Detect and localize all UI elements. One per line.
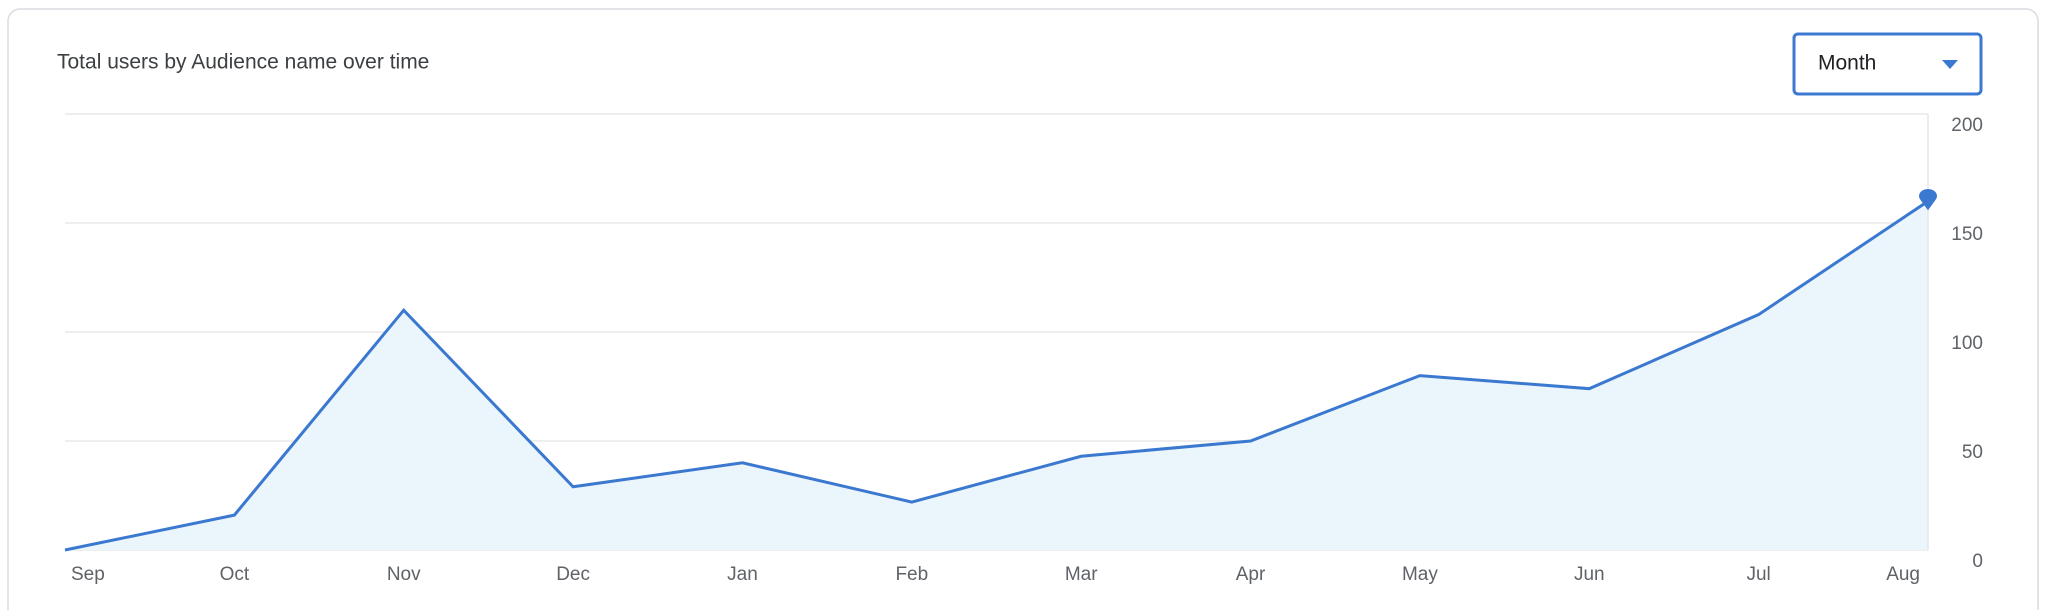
x-tick-label: Aug: [1886, 564, 1920, 585]
x-tick-label: Feb: [895, 564, 928, 585]
x-tick-label: Mar: [1065, 564, 1098, 585]
x-tick-label: Dec: [556, 564, 590, 585]
x-tick-label: Jul: [1746, 564, 1770, 585]
period-dropdown[interactable]: Month: [1792, 32, 1983, 96]
x-tick-label: Jun: [1574, 564, 1605, 585]
chart-title: Total users by Audience name over time: [57, 51, 429, 74]
x-tick-label: May: [1402, 564, 1438, 585]
dropdown-box[interactable]: [1792, 32, 1983, 96]
x-tick-label: Sep: [71, 564, 105, 585]
x-tick-label: Nov: [387, 564, 421, 585]
y-tick-label: 50: [1962, 442, 1983, 463]
dropdown-arrow[interactable]: [1942, 60, 1958, 69]
x-tick-label: Jan: [727, 564, 758, 585]
y-tick-label: 200: [1951, 115, 1983, 136]
line: [64, 199, 1929, 552]
y-tick-label: 150: [1951, 224, 1983, 245]
dropdown-label[interactable]: Month: [1818, 52, 1876, 75]
x-tick-label: Oct: [220, 564, 250, 585]
area: [65, 201, 1928, 550]
y-tick-label: 100: [1951, 333, 1983, 354]
x-tick-label: Apr: [1236, 564, 1266, 585]
y-tick-label: 0: [1972, 551, 1983, 572]
end-marker: [1919, 188, 1937, 211]
